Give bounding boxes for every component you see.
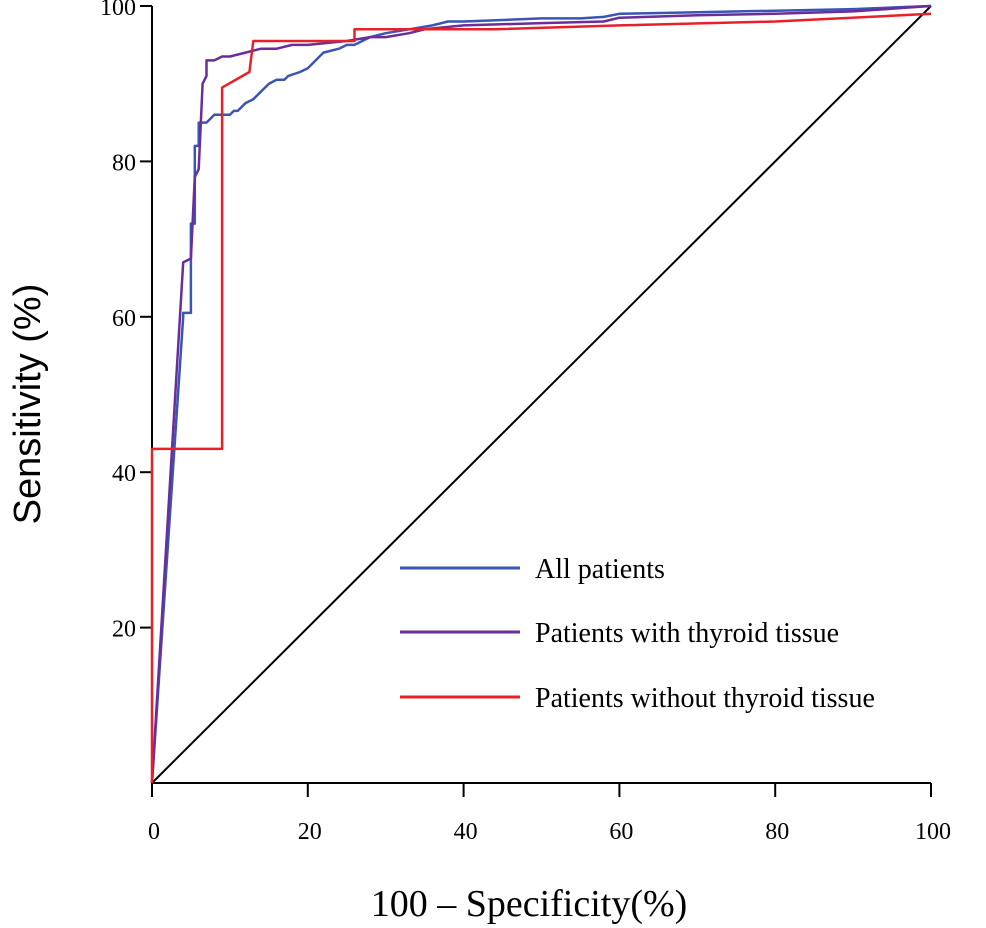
axes: 0 20 40 60 80 100 20 40 60 80 100 bbox=[100, 0, 951, 845]
reference-diagonal-line bbox=[151, 5, 932, 784]
series-line-1 bbox=[150, 4, 932, 784]
x-tick-label: 100 bbox=[915, 819, 951, 845]
y-tick-label: 80 bbox=[112, 150, 136, 176]
y-tick-label: 100 bbox=[100, 0, 136, 21]
y-tick-label: 60 bbox=[112, 306, 136, 332]
y-tick-label: 40 bbox=[112, 461, 136, 487]
y-axis-title: Sensitivity (%) bbox=[7, 284, 49, 525]
x-axis-title: 100 – Specificity(%) bbox=[371, 883, 688, 925]
legend-label-2: Patients without thyroid tissue bbox=[535, 683, 875, 714]
y-tick-label: 20 bbox=[112, 617, 136, 643]
legend-label-1: Patients with thyroid tissue bbox=[535, 618, 839, 649]
x-tick-label: 80 bbox=[765, 819, 789, 845]
series-line-2 bbox=[150, 12, 932, 783]
x-tick-label: 60 bbox=[609, 819, 633, 845]
x-tick-label: 0 bbox=[148, 819, 160, 845]
x-tick-label: 20 bbox=[298, 819, 322, 845]
legend: All patients Patients with thyroid tissue… bbox=[400, 554, 875, 714]
reference-line-layer bbox=[151, 5, 932, 784]
x-tick-label: 40 bbox=[454, 819, 478, 845]
legend-label-0: All patients bbox=[535, 554, 665, 585]
series-layer bbox=[150, 4, 932, 784]
